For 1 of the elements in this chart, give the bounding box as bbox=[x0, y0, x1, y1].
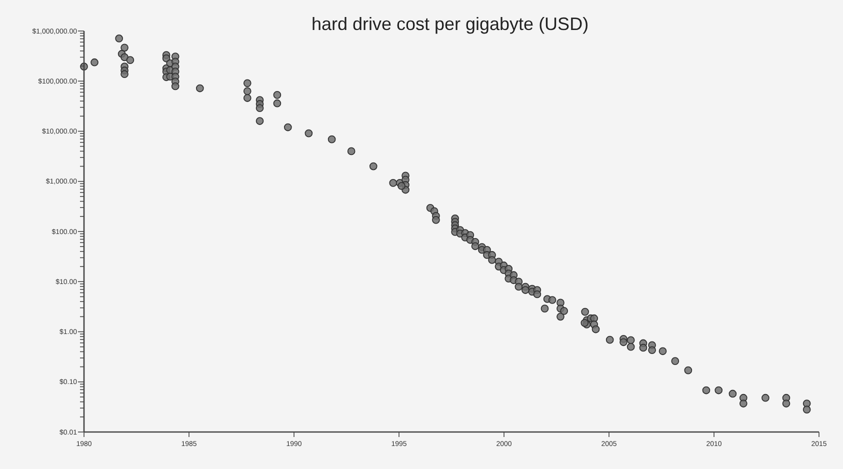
chart-title: hard drive cost per gigabyte (USD) bbox=[311, 14, 589, 34]
